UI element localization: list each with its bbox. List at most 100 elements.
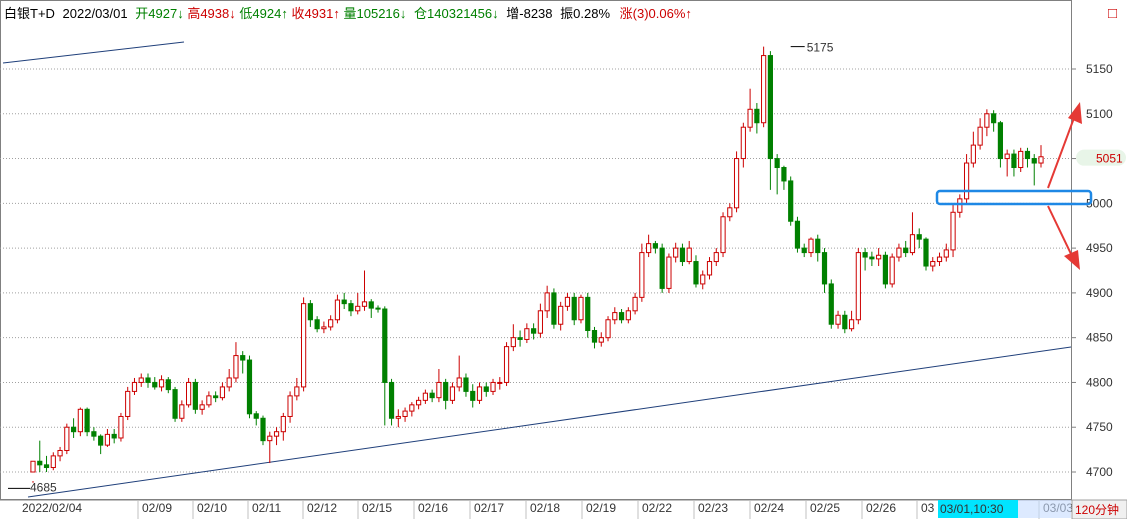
- header-position-value: 140321456: [427, 6, 492, 21]
- candle-body: [429, 392, 435, 399]
- candle-body: [470, 390, 476, 401]
- candle: [591, 326, 598, 349]
- candle-body: [206, 395, 212, 406]
- candle: [781, 165, 787, 190]
- candle: [70, 418, 77, 438]
- crosshair-label-bg: [938, 500, 1018, 518]
- y-tick-label: 5150: [1086, 62, 1113, 76]
- candle-body: [91, 431, 97, 437]
- candle: [267, 431, 273, 464]
- candle-body: [287, 395, 293, 417]
- candle: [463, 373, 469, 397]
- current-price-label: 5051: [1096, 152, 1123, 166]
- y-tick-label: 4700: [1086, 465, 1113, 479]
- candle: [882, 251, 888, 289]
- candle: [37, 440, 43, 472]
- close-box-icon[interactable]: □: [1108, 5, 1117, 22]
- candle: [294, 377, 300, 401]
- candle: [57, 446, 63, 462]
- candle-body: [693, 261, 699, 285]
- candle-body: [240, 355, 246, 361]
- header-change-label: 涨: [620, 6, 633, 21]
- candle-body: [936, 256, 943, 263]
- candle-body: [679, 247, 686, 263]
- candle-body: [963, 162, 970, 200]
- header-date: 2022/03/01: [63, 6, 128, 21]
- candle: [179, 400, 185, 422]
- candle: [876, 248, 882, 267]
- candle-body: [585, 296, 591, 332]
- candle: [639, 243, 645, 302]
- candle: [152, 377, 158, 390]
- y-tick-label: 4750: [1086, 420, 1113, 434]
- candle: [240, 351, 246, 374]
- candle-body: [848, 319, 855, 330]
- candle: [896, 243, 902, 262]
- header-symbol: 白银T+D: [4, 6, 55, 21]
- interval-tag[interactable]: [1071, 499, 1127, 519]
- candle: [855, 248, 861, 325]
- candle-body: [186, 381, 192, 406]
- candle-body: [909, 234, 916, 254]
- candle-body: [896, 247, 902, 258]
- candle-body: [882, 254, 888, 285]
- candle: [307, 300, 313, 327]
- candle: [1004, 149, 1010, 177]
- candle: [476, 382, 483, 404]
- candle-body: [727, 207, 733, 218]
- x-tick-label: 02/11: [252, 501, 281, 515]
- candle-body: [889, 256, 895, 285]
- header-amplitude-label: 振: [560, 6, 573, 21]
- header-line: 白银T+D 2022/03/01 开4927↓ 高4938↓ 低4924↑ 收4…: [4, 6, 692, 21]
- candle: [740, 122, 746, 168]
- candle: [138, 373, 144, 387]
- x-tick-label: 02/23: [698, 501, 728, 515]
- candle-body: [740, 126, 746, 160]
- candle-body: [991, 113, 997, 124]
- candle-body: [673, 247, 679, 258]
- candle-body: [591, 330, 598, 343]
- candle-body: [625, 310, 631, 321]
- candle-body: [930, 261, 936, 267]
- candle-body: [706, 261, 713, 276]
- header-increase-label: 增: [506, 6, 519, 21]
- candle: [984, 109, 990, 137]
- candle: [957, 194, 963, 218]
- candle-body: [84, 408, 90, 433]
- candle-body: [226, 377, 232, 388]
- candle: [794, 216, 801, 253]
- candle-body: [104, 433, 111, 446]
- up-arrow-icon: [1068, 102, 1082, 124]
- candle-body: [666, 256, 672, 289]
- candle-body: [537, 310, 543, 334]
- header-low-label: 低: [239, 6, 252, 21]
- candle: [470, 384, 476, 408]
- candle: [679, 243, 686, 267]
- candle-body: [571, 296, 577, 321]
- candle-body: [449, 386, 456, 401]
- candle: [835, 310, 841, 329]
- candle: [970, 131, 976, 168]
- header-position-arrow: ↓: [492, 6, 499, 21]
- candle-body: [544, 292, 550, 312]
- candle-body: [970, 144, 976, 164]
- candle: [192, 378, 198, 414]
- candle: [727, 203, 733, 222]
- header-close-arrow: ↑: [333, 6, 340, 21]
- candle: [1011, 149, 1017, 177]
- candle-body: [341, 299, 347, 305]
- candle-body: [558, 305, 564, 325]
- candle-body: [876, 254, 882, 260]
- candle: [1031, 154, 1037, 186]
- interval-label[interactable]: 120分钟: [1075, 502, 1119, 517]
- candle-body: [767, 55, 773, 160]
- candle: [916, 228, 922, 249]
- candle: [165, 377, 171, 394]
- candle-body: [1004, 153, 1010, 160]
- candle: [321, 321, 327, 334]
- candle: [774, 154, 780, 195]
- candle: [950, 203, 956, 258]
- header-open-value: 4927: [148, 6, 177, 21]
- candle-body: [267, 435, 273, 442]
